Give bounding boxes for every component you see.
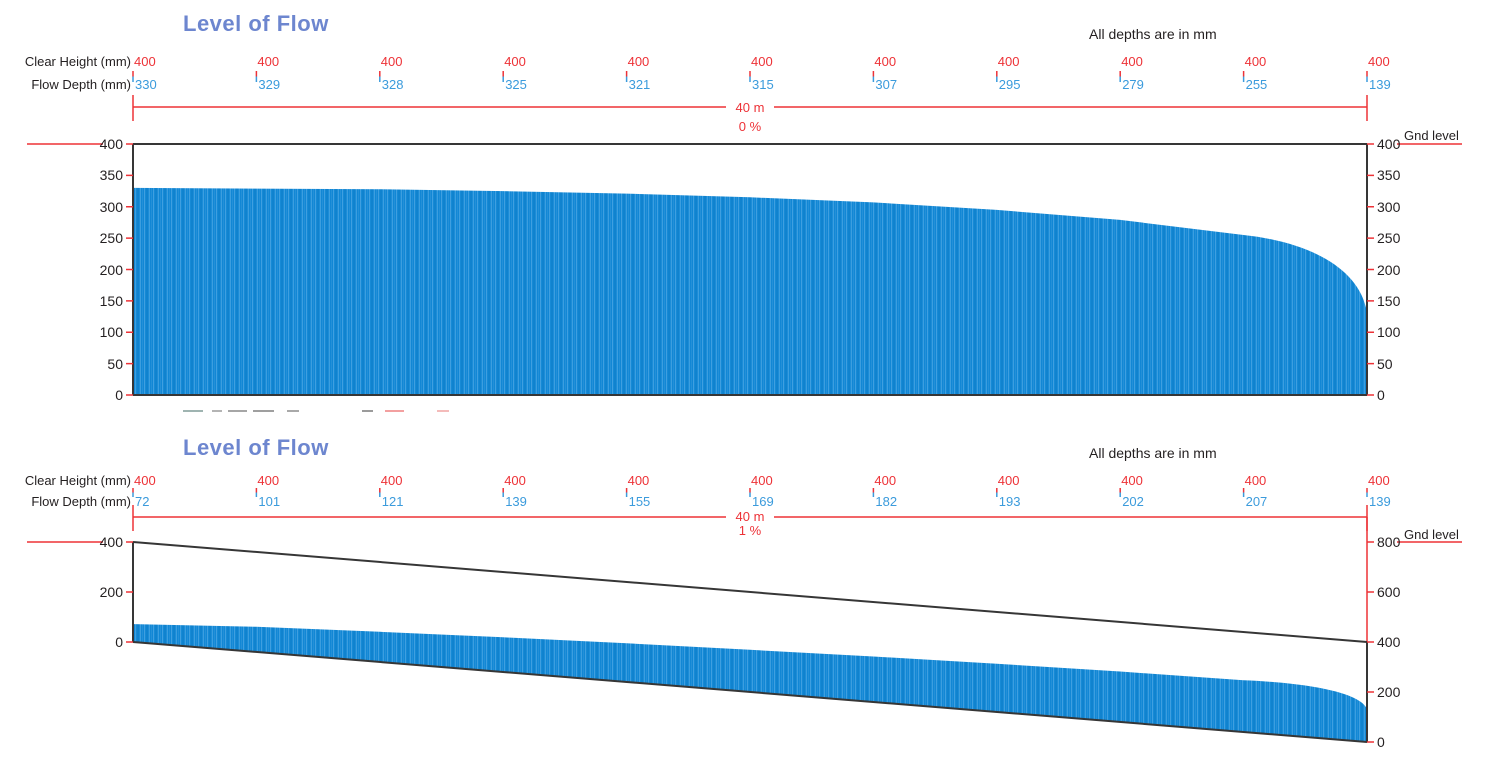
row-label-flow-depth: Flow Depth (mm) [31,494,131,509]
right-axis-tick-label: 200 [1377,261,1401,278]
flow-water-area [134,187,1366,395]
left-axis-tick-label: 300 [99,198,123,215]
right-axis-tick-label: 200 [1377,684,1401,700]
flow-depth-value: 202 [1122,494,1144,509]
left-axis-tick-label: 350 [99,167,123,184]
clear-height-value: 400 [997,54,1020,69]
clear-height-value: 400 [1368,54,1390,69]
flow-water-area [134,624,1366,742]
chart-title: Level of Flow [183,11,329,36]
flow-depth-value: 139 [1369,494,1391,509]
clear-height-value: 400 [627,473,650,488]
flow-depth-value: 193 [998,494,1021,509]
clear-height-value: 400 [257,473,280,488]
clear-height-value: 400 [874,54,897,69]
clear-height-value: 400 [380,54,403,69]
flow-depth-value: 121 [381,494,404,509]
left-axis-tick-label: 0 [115,634,123,650]
left-axis-tick-label: 250 [99,230,123,247]
right-axis-tick-label: 0 [1377,734,1385,750]
left-axis-tick-label: 100 [99,324,123,341]
flow-depth-value: 101 [258,494,281,509]
flow-depth-value: 330 [135,77,157,92]
clear-height-value: 400 [380,473,403,488]
pipe-length-label: 40 m [735,100,765,115]
clear-height-value: 400 [134,54,156,69]
right-axis-tick-label: 150 [1377,292,1401,309]
slope-label: 0 % [738,119,762,134]
right-axis-tick-label: 600 [1377,584,1401,600]
right-axis-tick-label: 400 [1377,634,1401,650]
row-label-clear-height: Clear Height (mm) [24,473,131,488]
right-axis-tick-label: 250 [1377,230,1401,247]
flow-depth-value: 325 [505,77,527,92]
clear-height-value: 400 [751,473,773,488]
clear-height-value: 400 [134,473,156,488]
chart-title: Level of Flow [183,435,329,460]
flow-depth-value: 315 [752,77,774,92]
pipe-length-label: 40 m [735,509,765,524]
right-axis-tick-label: 350 [1377,167,1401,184]
clear-height-value: 400 [997,473,1020,488]
gnd-level-label: Gnd level [1404,128,1459,143]
right-axis-tick-label: 300 [1377,198,1401,215]
flow-depth-value: 328 [381,77,404,92]
clear-height-value: 400 [1121,473,1143,488]
clear-height-value: 400 [874,473,897,488]
gnd-level-label: Gnd level [1404,527,1459,542]
clear-height-value: 400 [504,473,526,488]
left-axis-tick-label: 400 [99,534,123,550]
flow-depth-value: 207 [1245,494,1268,509]
flow-depth-value: 307 [875,77,898,92]
flow-depth-value: 255 [1245,77,1268,92]
row-label-clear-height: Clear Height (mm) [24,54,131,69]
flow-depth-value: 182 [875,494,898,509]
left-axis-tick-label: 150 [99,292,123,309]
left-axis-tick-label: 0 [115,387,123,403]
right-axis-tick-label: 0 [1377,387,1385,403]
flow-depth-value: 139 [505,494,527,509]
flow-depth-value: 72 [135,494,150,509]
flow-depth-value: 279 [1122,77,1144,92]
flow-depth-value: 139 [1369,77,1391,92]
channel-crown-line [132,541,1368,643]
clear-height-value: 400 [1368,473,1390,488]
right-axis-tick-label: 400 [1377,136,1401,152]
flow-depth-value: 295 [998,77,1021,92]
depths-unit-note: All depths are in mm [1089,445,1217,461]
left-axis-tick-label: 200 [99,261,123,278]
clear-height-value: 400 [504,54,526,69]
left-axis-tick-label: 400 [99,136,123,152]
clear-height-value: 400 [751,54,773,69]
flow-depth-value: 329 [258,77,281,92]
flow-depth-value: 169 [752,494,774,509]
clear-height-value: 400 [257,54,280,69]
clear-height-value: 400 [627,54,650,69]
right-axis-tick-label: 50 [1377,355,1393,372]
clear-height-value: 400 [1244,473,1267,488]
row-label-flow-depth: Flow Depth (mm) [31,77,131,92]
right-axis-tick-label: 100 [1377,324,1401,341]
flow-depth-value: 321 [628,77,651,92]
right-axis-tick-label: 800 [1377,534,1401,550]
depths-unit-note: All depths are in mm [1089,26,1217,42]
clear-height-value: 400 [1121,54,1143,69]
flow-depth-value: 155 [628,494,651,509]
left-axis-tick-label: 50 [107,355,123,372]
channel-invert-line [132,641,1368,743]
clear-height-value: 400 [1244,54,1267,69]
left-axis-tick-label: 200 [99,584,123,600]
slope-label: 1 % [738,523,762,538]
